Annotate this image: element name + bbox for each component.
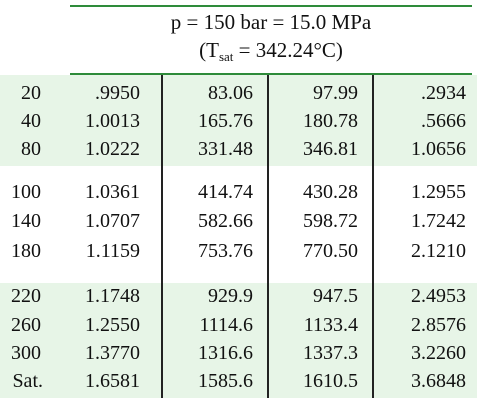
entropy-cell: 1.2955 (411, 181, 466, 203)
column-divider-3 (372, 75, 374, 398)
temperature-cell: 140 (11, 210, 41, 232)
internal-energy-cell: 1114.6 (199, 314, 253, 336)
specific-volume-cell: .9950 (95, 82, 140, 104)
column-divider-2 (267, 75, 269, 398)
entropy-cell: 1.0656 (411, 138, 466, 160)
sat-suffix: = 342.24°C) (233, 38, 343, 62)
enthalpy-cell: 180.78 (303, 110, 358, 132)
enthalpy-cell: 97.99 (313, 82, 358, 104)
enthalpy-cell: 1610.5 (303, 370, 358, 392)
table-row: 260 1.2550 1114.6 1133.4 2.8576 (0, 310, 477, 340)
table-row: 40 1.0013 165.76 180.78 .5666 (0, 106, 477, 136)
shaded-band-3 (0, 283, 477, 398)
table-row: Sat. 1.6581 1585.6 1610.5 3.6848 (0, 366, 477, 396)
temperature-cell: 220 (11, 285, 41, 307)
table-row: 300 1.3770 1316.6 1337.3 3.2260 (0, 338, 477, 368)
temperature-cell: 40 (21, 110, 41, 132)
sat-subscript: sat (218, 49, 234, 64)
table-row: 140 1.0707 582.66 598.72 1.7242 (0, 206, 477, 236)
specific-volume-cell: 1.0361 (85, 181, 140, 203)
specific-volume-cell: 1.0013 (85, 110, 140, 132)
pressure-heading: p = 150 bar = 15.0 MPa (170, 10, 372, 34)
entropy-cell: .2934 (421, 82, 466, 104)
temperature-cell: 100 (11, 181, 41, 203)
enthalpy-cell: 598.72 (303, 210, 358, 232)
internal-energy-cell: 929.9 (208, 285, 253, 307)
internal-energy-cell: 165.76 (198, 110, 253, 132)
entropy-cell: 3.2260 (411, 342, 466, 364)
entropy-cell: 3.6848 (411, 370, 466, 392)
enthalpy-cell: 947.5 (313, 285, 358, 307)
entropy-cell: .5666 (421, 110, 466, 132)
internal-energy-cell: 414.74 (198, 181, 253, 203)
specific-volume-cell: 1.6581 (85, 370, 140, 392)
entropy-cell: 2.8576 (411, 314, 466, 336)
specific-volume-cell: 1.0222 (85, 138, 140, 160)
internal-energy-cell: 753.76 (198, 240, 253, 262)
internal-energy-cell: 582.66 (198, 210, 253, 232)
entropy-cell: 2.4953 (411, 285, 466, 307)
internal-energy-cell: 331.48 (198, 138, 253, 160)
enthalpy-cell: 770.50 (303, 240, 358, 262)
specific-volume-cell: 1.0707 (85, 210, 140, 232)
temperature-cell: 80 (21, 138, 41, 160)
entropy-cell: 2.1210 (411, 240, 466, 262)
specific-volume-cell: 1.3770 (85, 342, 140, 364)
sat-prefix: (T (199, 38, 219, 62)
enthalpy-cell: 1133.4 (303, 314, 358, 336)
specific-volume-cell: 1.1159 (85, 240, 140, 262)
saturation-temperature-heading: (Tsat = 342.24°C) (70, 38, 472, 69)
temperature-cell: 260 (11, 314, 41, 336)
top-rule (70, 5, 472, 7)
temperature-cell: 300 (11, 342, 41, 364)
enthalpy-cell: 430.28 (303, 181, 358, 203)
temperature-cell: Sat. (12, 370, 43, 392)
header-rule (70, 73, 472, 75)
internal-energy-cell: 83.06 (208, 82, 253, 104)
temperature-cell: 20 (21, 82, 41, 104)
entropy-cell: 1.7242 (411, 210, 466, 232)
table-row: 100 1.0361 414.74 430.28 1.2955 (0, 177, 477, 207)
enthalpy-cell: 1337.3 (303, 342, 358, 364)
specific-volume-cell: 1.2550 (85, 314, 140, 336)
specific-volume-cell: 1.1748 (85, 285, 140, 307)
table-row: 220 1.1748 929.9 947.5 2.4953 (0, 281, 477, 311)
enthalpy-cell: 346.81 (303, 138, 358, 160)
temperature-cell: 180 (11, 240, 41, 262)
table-row: 20 .9950 83.06 97.99 .2934 (0, 78, 477, 108)
shaded-band-1 (0, 75, 477, 166)
table-row: 80 1.0222 331.48 346.81 1.0656 (0, 134, 477, 164)
internal-energy-cell: 1316.6 (198, 342, 253, 364)
column-divider-1 (161, 75, 163, 398)
table-row: 180 1.1159 753.76 770.50 2.1210 (0, 236, 477, 266)
internal-energy-cell: 1585.6 (198, 370, 253, 392)
